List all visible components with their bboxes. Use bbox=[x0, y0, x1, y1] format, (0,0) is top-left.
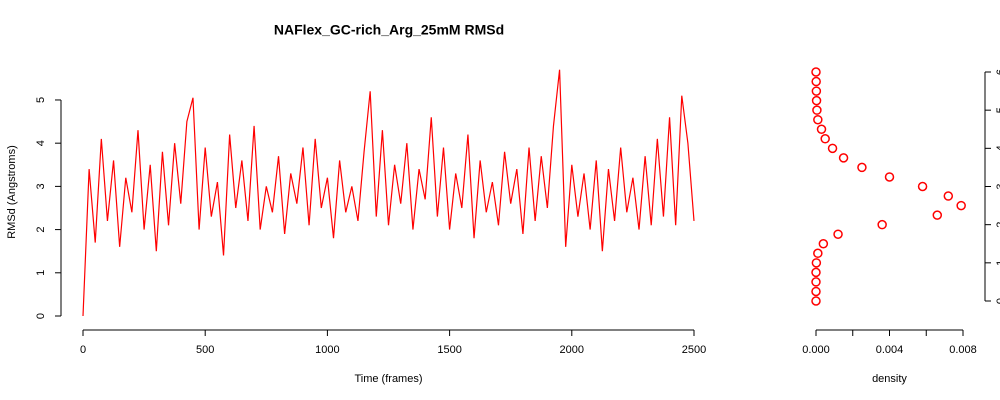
density-point bbox=[932, 210, 943, 220]
density-point bbox=[813, 248, 823, 259]
density-point bbox=[811, 267, 821, 278]
x-tick-label: 0.008 bbox=[949, 344, 977, 356]
density-point bbox=[811, 76, 821, 87]
density-point bbox=[813, 114, 823, 125]
density-point bbox=[811, 286, 821, 297]
density-point bbox=[816, 124, 827, 134]
y-tick-label: 5 bbox=[995, 107, 1000, 113]
density-point bbox=[877, 219, 887, 230]
density-point bbox=[857, 162, 867, 173]
x-axis-label: Time (frames) bbox=[354, 373, 422, 385]
density-point bbox=[811, 95, 822, 106]
chart-title: NAFlex_GC-rich_Arg_25mM RMSd bbox=[274, 22, 504, 38]
y-tick-label: 4 bbox=[995, 145, 1000, 151]
density-point bbox=[833, 229, 843, 239]
density-point bbox=[818, 239, 829, 249]
y-tick-label: 5 bbox=[35, 97, 47, 103]
density-point bbox=[811, 67, 821, 77]
y-tick-label: 0 bbox=[995, 298, 1000, 304]
density-point bbox=[811, 258, 822, 268]
y-tick-label: 4 bbox=[35, 140, 47, 146]
density-point bbox=[917, 181, 928, 192]
x-tick-label: 1000 bbox=[315, 344, 339, 356]
x-tick-label: 2000 bbox=[560, 344, 584, 356]
density-point bbox=[811, 277, 821, 287]
density-point bbox=[838, 153, 849, 163]
density-point bbox=[820, 134, 830, 144]
x-tick-label: 0 bbox=[80, 344, 86, 356]
x-tick-label: 1500 bbox=[437, 344, 461, 356]
y-tick-label: 0 bbox=[35, 313, 47, 319]
y-tick-label: 2 bbox=[35, 227, 47, 233]
y-tick-label: 3 bbox=[995, 183, 1000, 189]
density-point bbox=[943, 191, 954, 201]
y-tick-label: 2 bbox=[995, 222, 1000, 228]
x-tick-label: 0.000 bbox=[802, 344, 830, 356]
density-point bbox=[812, 105, 822, 115]
y-axis-label: RMSd (Angstroms) bbox=[6, 145, 18, 239]
density-point bbox=[884, 172, 895, 182]
density-point bbox=[811, 86, 822, 96]
x-tick-label: 0.004 bbox=[876, 344, 904, 356]
density-point bbox=[827, 143, 838, 154]
x-tick-label: 2500 bbox=[682, 344, 706, 356]
x-tick-label: 500 bbox=[196, 344, 214, 356]
density-point bbox=[956, 200, 966, 211]
density-point bbox=[811, 296, 821, 306]
x-axis-label: density bbox=[872, 373, 907, 385]
rmsd-line bbox=[82, 69, 695, 317]
y-tick-label: 3 bbox=[35, 183, 47, 189]
y-tick-label: 1 bbox=[35, 270, 47, 276]
y-tick-label: 1 bbox=[995, 260, 1000, 266]
y-tick-label: 6 bbox=[995, 69, 1000, 75]
